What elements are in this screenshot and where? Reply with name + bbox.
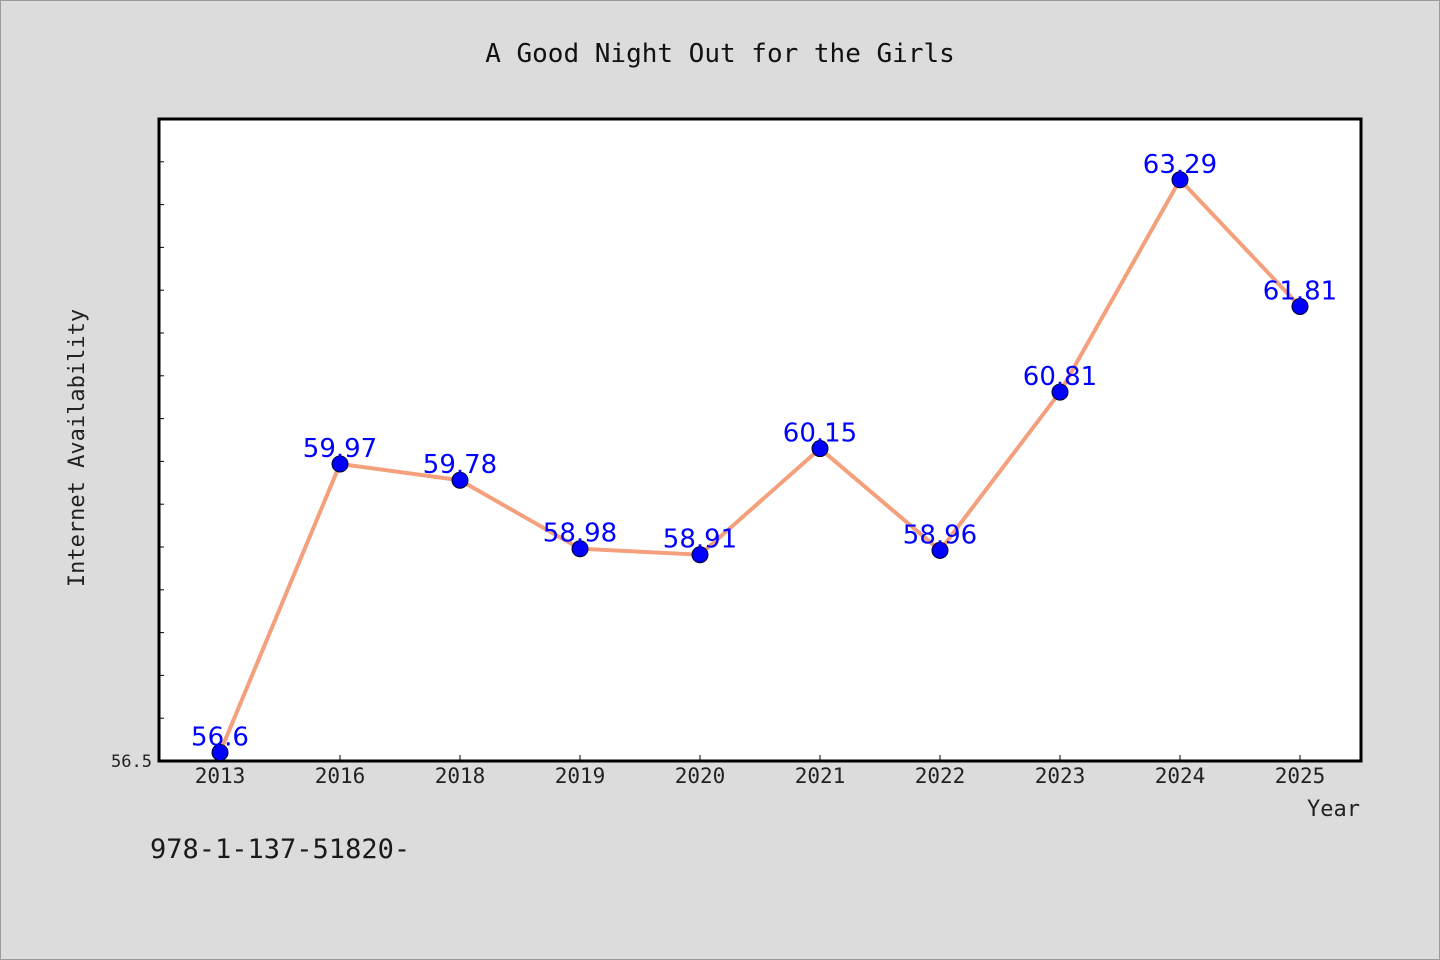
x-tick-label: 2023 [1035, 764, 1086, 788]
data-labels: 56.6 59.97 59.78 58.98 58.91 60.15 58.96 60.81 6… [191, 150, 1337, 753]
chart-title: A Good Night Out for the Girls [485, 39, 955, 69]
x-axis-label: Year [1307, 797, 1360, 822]
x-tick-label: 2022 [915, 764, 966, 788]
data-point [931, 541, 949, 559]
data-point [691, 546, 709, 564]
x-tick-label: 2021 [795, 764, 846, 788]
y-axis-label: Internet Availability [65, 309, 90, 587]
data-point [1291, 297, 1309, 315]
data-point [571, 540, 589, 558]
data-label: 58.96 [903, 520, 977, 550]
x-tick-label: 2024 [1155, 764, 1206, 788]
data-label: 60.15 [783, 419, 857, 449]
data-point [451, 471, 469, 489]
x-tick-label: 2013 [195, 764, 246, 788]
data-point [211, 743, 229, 761]
x-tick-label: 2018 [435, 764, 486, 788]
data-point [811, 440, 829, 458]
data-point [1051, 383, 1069, 401]
x-tick-label: 2019 [555, 764, 606, 788]
data-label: 58.98 [543, 519, 617, 549]
data-point [1171, 171, 1189, 189]
data-label: 61.81 [1263, 276, 1337, 306]
data-markers [211, 171, 1309, 761]
data-label: 59.78 [423, 450, 497, 480]
data-label: 58.91 [663, 525, 737, 555]
data-label: 63.29 [1143, 150, 1217, 180]
x-tick-labels: 2013 2016 2018 2019 2020 2021 2022 2023 2024 2025 [195, 764, 1326, 788]
data-label: 59.97 [303, 434, 377, 464]
y-axis-ticks [159, 118, 164, 762]
footer-code: 978-1-137-51820- [150, 834, 411, 865]
x-tick-label: 2020 [675, 764, 726, 788]
data-point [331, 455, 349, 473]
data-label: 56.6 [191, 722, 249, 752]
plot-area [157, 117, 1363, 763]
y-tick-label: 56.5 [111, 752, 152, 772]
data-label: 60.81 [1023, 362, 1097, 392]
x-tick-label: 2025 [1275, 764, 1326, 788]
series-line [218, 176, 1302, 754]
x-tick-label: 2016 [315, 764, 366, 788]
